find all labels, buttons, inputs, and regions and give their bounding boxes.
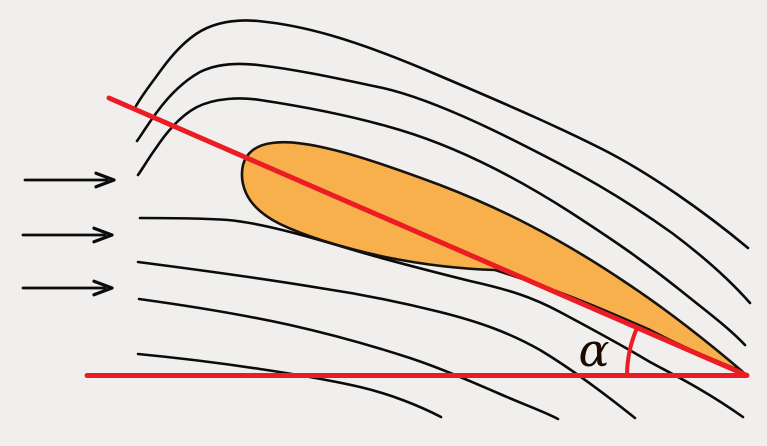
streamline-upper-1	[134, 19, 750, 250]
streamline-upper-3	[136, 97, 747, 347]
angle-of-attack-label: α	[578, 323, 609, 377]
arrowhead-icon	[92, 279, 114, 297]
flow-arrows	[21, 171, 116, 297]
reference-lines	[84, 95, 750, 378]
streamline-lower-3	[137, 297, 560, 421]
arrowhead-icon	[92, 226, 114, 244]
streamline-lower-2	[136, 260, 637, 420]
flow-arrow	[21, 279, 114, 297]
chord-line	[106, 95, 749, 378]
angle-arc	[625, 326, 639, 378]
streamline-lower-1	[138, 216, 745, 419]
streamlines	[134, 19, 752, 421]
flow-arrow	[21, 226, 114, 244]
arrowhead-icon	[94, 171, 116, 189]
flow-arrow	[23, 171, 116, 189]
streamline-upper-2	[135, 62, 752, 305]
